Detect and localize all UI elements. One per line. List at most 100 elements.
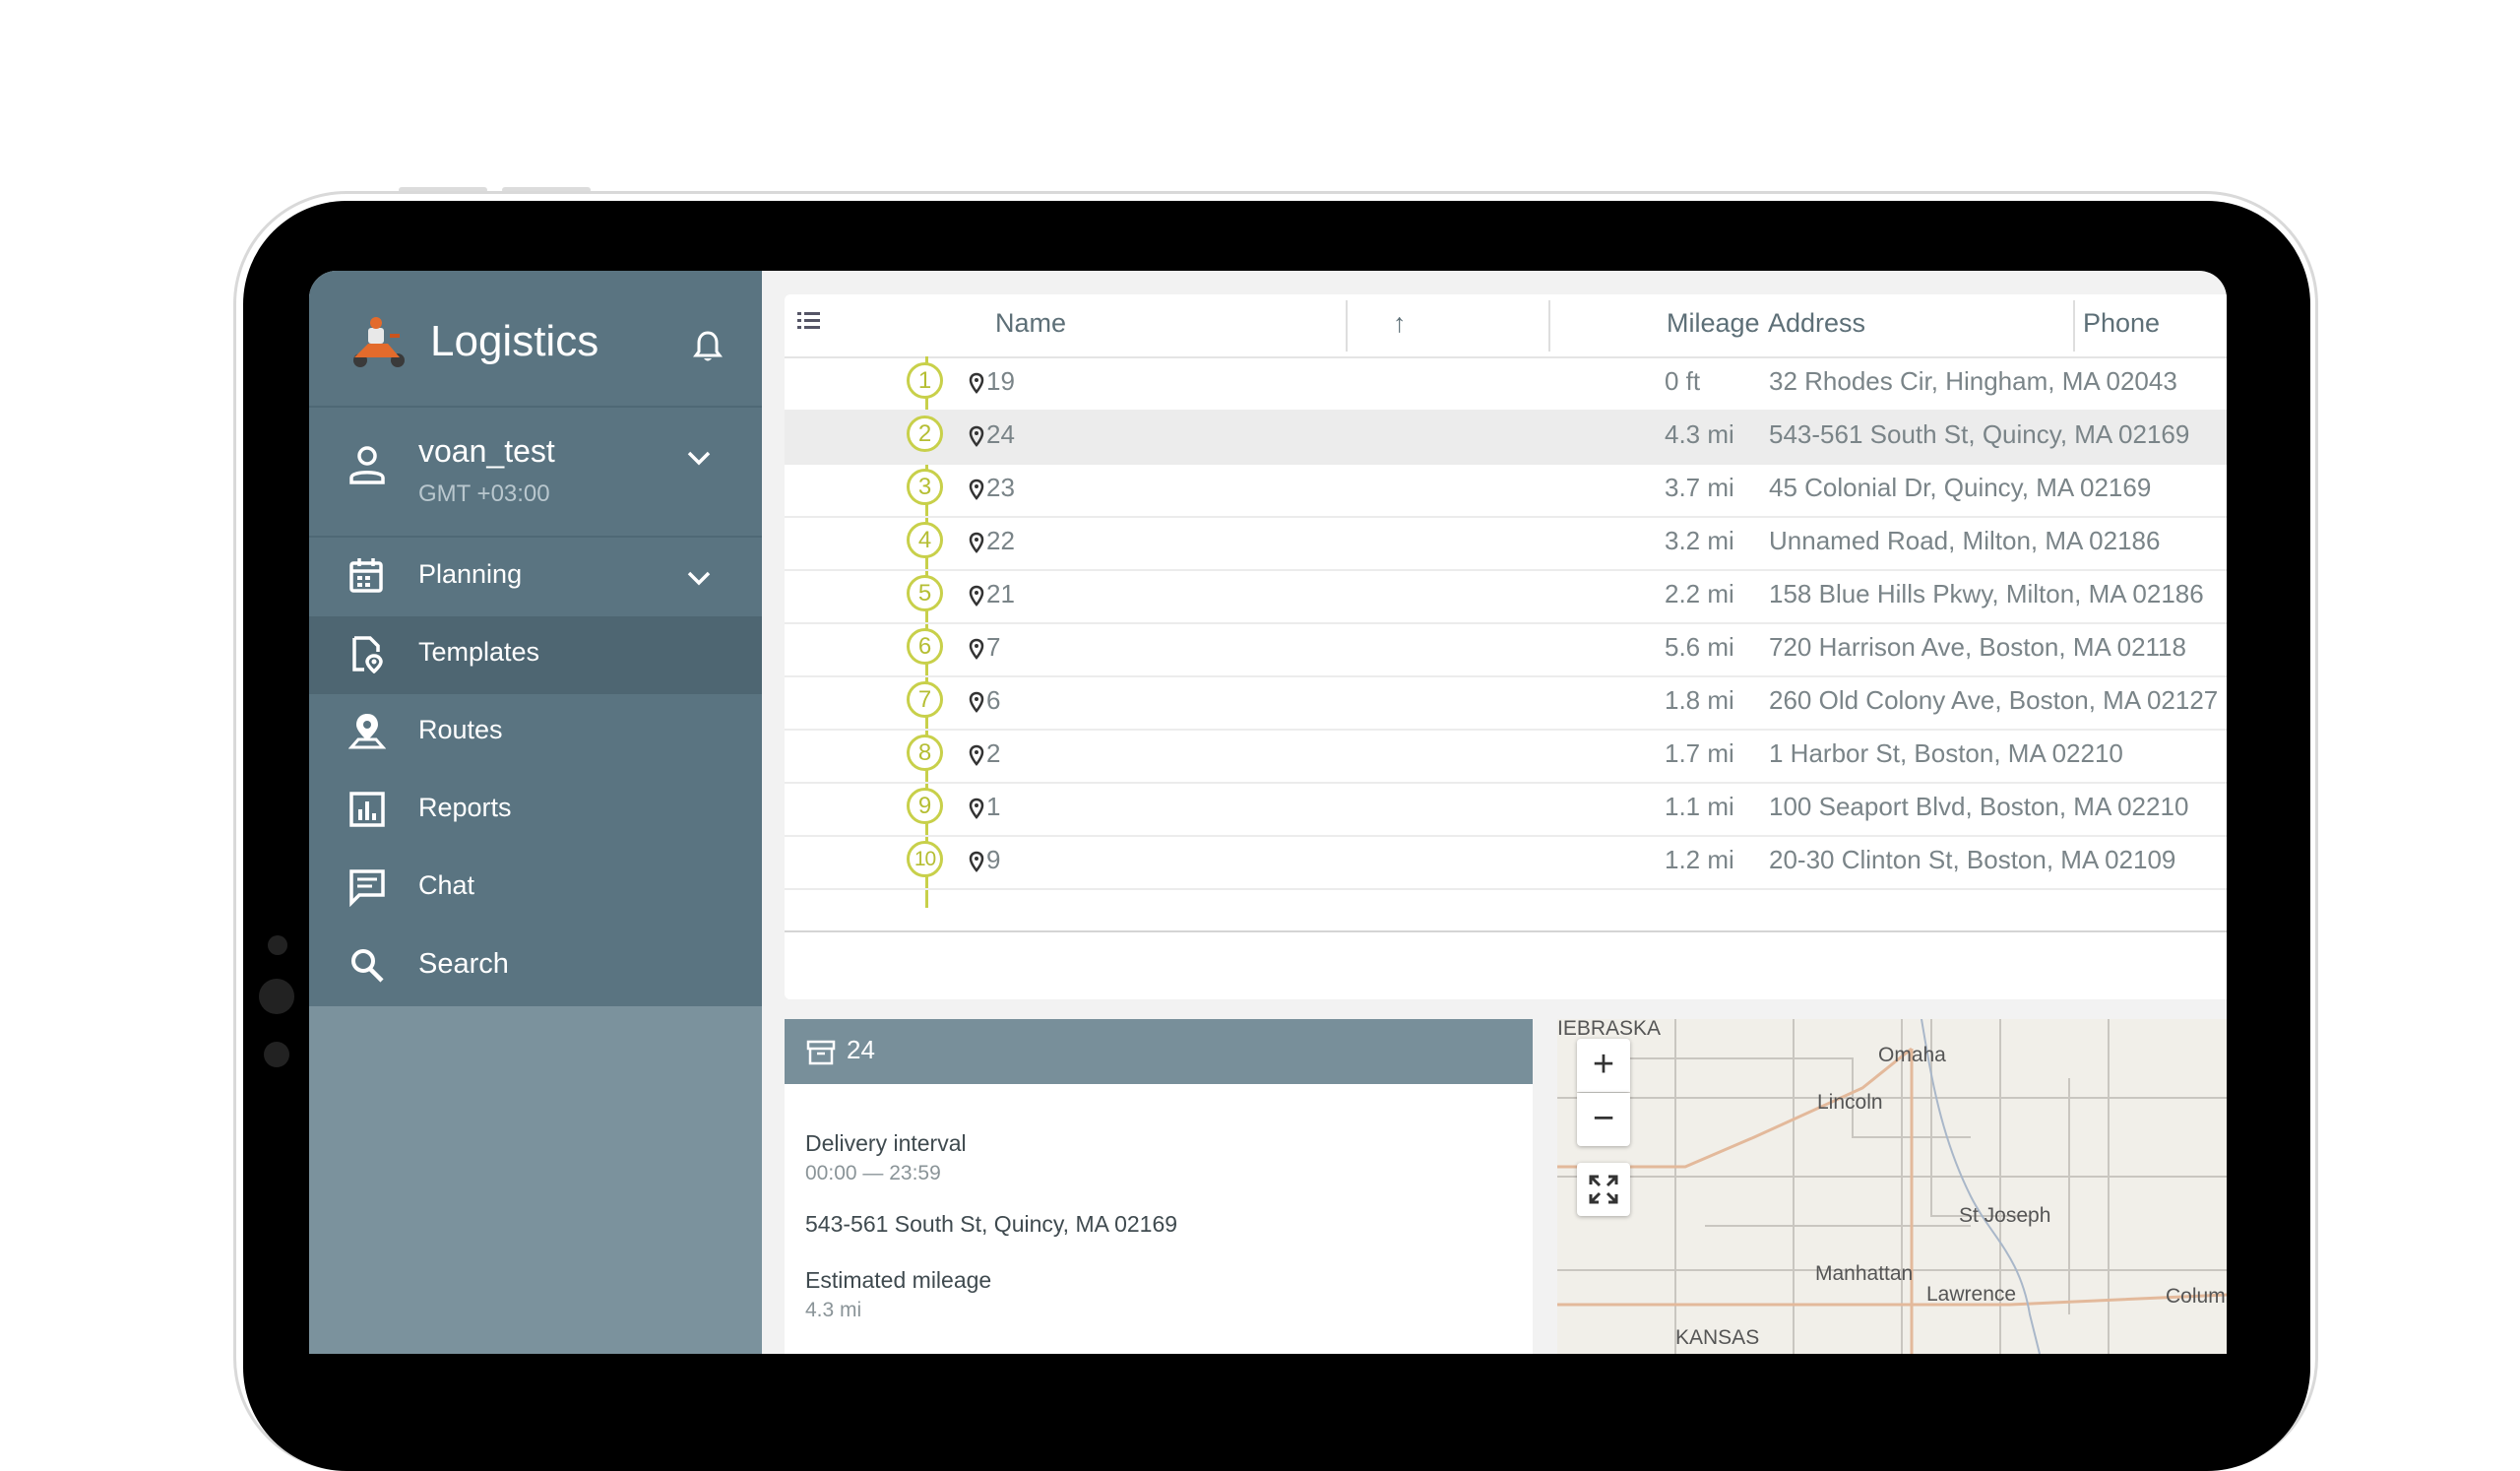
sidebar-item-label: Chat: [418, 870, 475, 900]
stop-address: 100 Seaport Blvd, Boston, MA 02210: [1769, 792, 2189, 821]
template-pin-icon: [352, 636, 383, 673]
bell-icon[interactable]: [693, 330, 723, 363]
map-roads: [1557, 1019, 2227, 1354]
location-pin-icon: [969, 744, 984, 766]
sidebar-item-search[interactable]: Search: [309, 927, 762, 1006]
stop-mileage: 5.6 mi: [1665, 632, 1734, 662]
stop-mileage: 0 ft: [1665, 366, 1701, 396]
location-pin-icon: [969, 532, 984, 553]
location-pin-icon: [969, 425, 984, 447]
stop-address: 543-561 South St, Quincy, MA 02169: [1769, 419, 2190, 449]
sidebar-item-planning[interactable]: Planning: [309, 539, 762, 616]
map-label-city: Omaha: [1878, 1044, 1946, 1066]
sequence-badge: 6: [907, 628, 943, 665]
map-label-city: St Joseph: [1959, 1204, 2051, 1227]
sequence-badge: 8: [907, 735, 943, 771]
stop-mileage: 2.2 mi: [1665, 579, 1734, 608]
zoom-out-button[interactable]: −: [1577, 1093, 1630, 1146]
estimated-mileage-label: Estimated mileage: [805, 1267, 992, 1293]
map-label-city: Lawrence: [1926, 1283, 2017, 1306]
sidebar-item-routes[interactable]: Routes: [309, 694, 762, 772]
delivery-interval-label: Delivery interval: [805, 1130, 967, 1156]
table-header: Name ↑ Mileage Address Phone: [785, 294, 2227, 358]
table-footer: [785, 930, 2227, 999]
location-pin-icon: [969, 372, 984, 394]
scooter-courier-icon: [353, 317, 405, 367]
location-pin-icon: [969, 479, 984, 500]
stop-name: 2: [986, 738, 1001, 768]
username: voan_test: [418, 433, 555, 469]
sensor-dot: [259, 979, 294, 1014]
stop-name: 19: [986, 366, 1015, 396]
stop-address: 32 Rhodes Cir, Hingham, MA 02043: [1769, 366, 2177, 396]
expand-icon: [1589, 1175, 1618, 1204]
location-pin-icon: [969, 691, 984, 713]
stop-mileage: 1.2 mi: [1665, 845, 1734, 874]
stop-mileage: 1.1 mi: [1665, 792, 1734, 821]
table-row[interactable]: 5 21 2.2 mi 158 Blue Hills Pkwy, Milton,…: [785, 569, 2227, 624]
stop-detail-panel: 24 Delivery interval 00:00 — 23:59 543-5…: [785, 1019, 1533, 1354]
table-row[interactable]: 10 9 1.2 mi 20-30 Clinton St, Boston, MA…: [785, 835, 2227, 890]
archive-box-icon: [806, 1040, 836, 1065]
detail-address: 543-561 South St, Quincy, MA 02169: [805, 1211, 1178, 1237]
chevron-down-icon[interactable]: [686, 570, 712, 588]
user-icon: [349, 446, 385, 484]
column-header-phone[interactable]: Phone: [2083, 308, 2161, 338]
user-profile[interactable]: voan_test GMT +03:00: [309, 408, 762, 538]
zoom-in-button[interactable]: +: [1577, 1039, 1630, 1092]
stop-mileage: 3.7 mi: [1665, 473, 1734, 502]
location-pin-icon: [969, 851, 984, 872]
column-header-mileage[interactable]: Mileage: [1667, 308, 1760, 338]
sidebar-item-templates[interactable]: Templates: [309, 616, 762, 694]
sequence-badge: 7: [907, 681, 943, 718]
sequence-badge: 3: [907, 469, 943, 505]
delivery-interval-value: 00:00 — 23:59: [805, 1162, 941, 1184]
user-timezone: GMT +03:00: [418, 480, 550, 507]
stop-mileage: 1.8 mi: [1665, 685, 1734, 715]
sequence-badge: 1: [907, 362, 943, 399]
map-label-state: KANSAS: [1675, 1326, 1760, 1349]
sidebar-item-label: Routes: [418, 715, 503, 744]
column-divider[interactable]: [1548, 300, 1550, 352]
stop-address: 720 Harrison Ave, Boston, MA 02118: [1769, 632, 2186, 662]
sidebar-item-reports[interactable]: Reports: [309, 772, 762, 850]
app-title: Logistics: [430, 317, 599, 365]
table-row[interactable]: 7 6 1.8 mi 260 Old Colony Ave, Boston, M…: [785, 675, 2227, 731]
column-divider[interactable]: [1346, 300, 1348, 352]
detail-title: 24: [847, 1035, 875, 1064]
stop-mileage: 4.3 mi: [1665, 419, 1734, 449]
sequence-badge: 10: [907, 841, 943, 877]
camera-dot: [268, 935, 287, 955]
calendar-icon: [349, 558, 383, 593]
stop-name: 6: [986, 685, 1001, 715]
map-label-city: Lincoln: [1817, 1091, 1883, 1114]
column-divider[interactable]: [2073, 300, 2075, 352]
list-icon[interactable]: [796, 309, 822, 335]
table-row[interactable]: 1 19 0 ft 32 Rhodes Cir, Hingham, MA 020…: [785, 356, 2227, 412]
table-row[interactable]: 6 7 5.6 mi 720 Harrison Ave, Boston, MA …: [785, 622, 2227, 677]
table-row[interactable]: 3 23 3.7 mi 45 Colonial Dr, Quincy, MA 0…: [785, 463, 2227, 518]
sidebar-item-label: Reports: [418, 793, 512, 822]
table-row[interactable]: 8 2 1.7 mi 1 Harbor St, Boston, MA 02210: [785, 729, 2227, 784]
chevron-down-icon[interactable]: [686, 450, 712, 468]
estimated-mileage-value: 4.3 mi: [805, 1299, 862, 1321]
table-row[interactable]: 2 24 4.3 mi 543-561 South St, Quincy, MA…: [785, 410, 2227, 465]
column-header-address[interactable]: Address: [1768, 308, 1866, 338]
chat-icon: [349, 869, 385, 907]
table-row[interactable]: 4 22 3.2 mi Unnamed Road, Milton, MA 021…: [785, 516, 2227, 571]
sidebar-item-chat[interactable]: Chat: [309, 850, 762, 927]
fullscreen-button[interactable]: [1577, 1163, 1630, 1216]
table-row[interactable]: 9 1 1.1 mi 100 Seaport Blvd, Boston, MA …: [785, 782, 2227, 837]
location-pin-icon: [969, 585, 984, 607]
sequence-badge: 9: [907, 788, 943, 824]
sidebar-item-label: Templates: [418, 637, 540, 667]
sort-asc-icon[interactable]: ↑: [1393, 308, 1407, 338]
map-view[interactable]: IEBRASKA Omaha Lincoln St Joseph Manhatt…: [1557, 1019, 2227, 1354]
stop-address: 260 Old Colony Ave, Boston, MA 02127: [1769, 685, 2219, 715]
column-header-name[interactable]: Name: [995, 308, 1067, 338]
app-screen: Logistics voan_test GMT +03:00: [309, 271, 2227, 1354]
search-icon: [351, 949, 384, 983]
map-label-city: Columb: [2166, 1285, 2227, 1308]
stop-name: 24: [986, 419, 1015, 449]
location-pin-icon: [969, 798, 984, 819]
